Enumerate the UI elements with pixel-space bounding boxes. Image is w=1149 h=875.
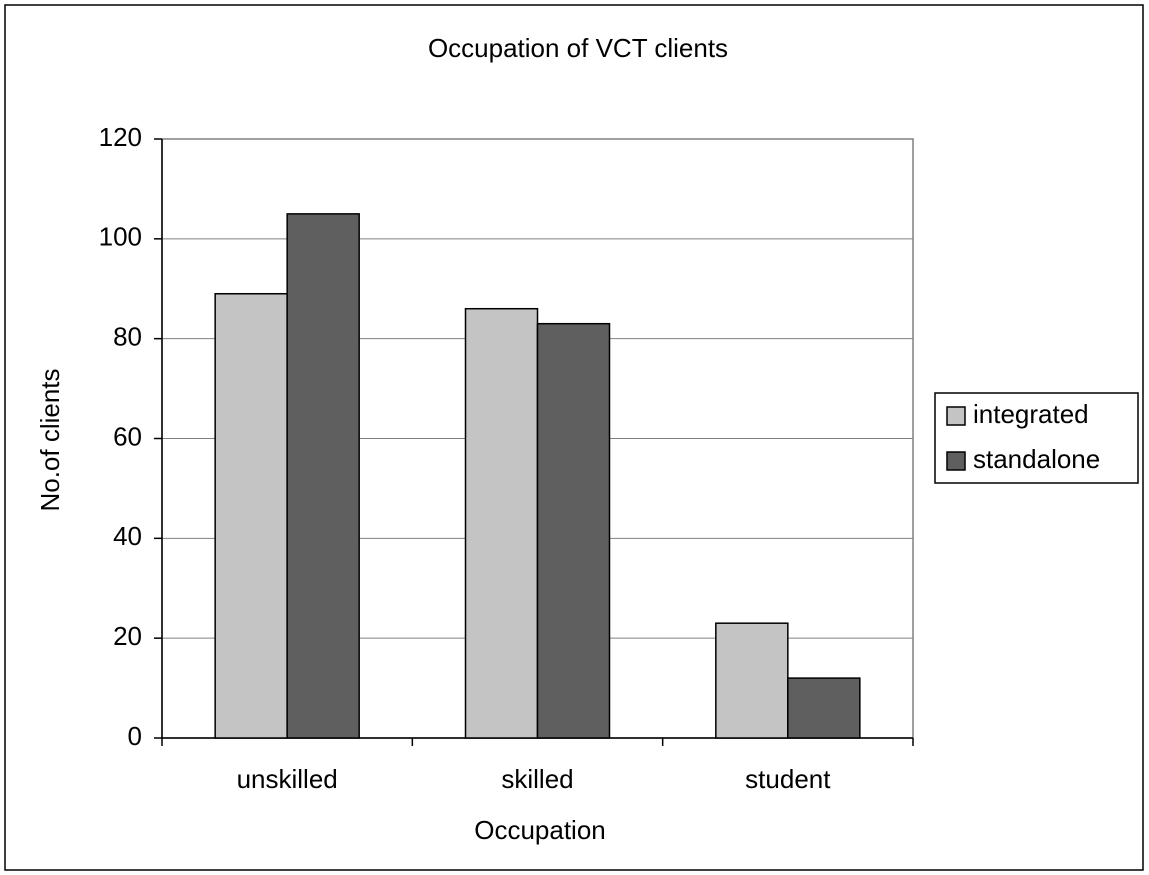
- x-axis-label: Occupation: [474, 815, 606, 845]
- bar: [787, 677, 861, 739]
- legend-label: standalone: [973, 444, 1100, 474]
- y-tick-label: 40: [113, 521, 142, 551]
- bar: [464, 307, 539, 739]
- bar: [214, 292, 288, 739]
- x-tick-label: student: [745, 764, 831, 794]
- legend-swatch: [946, 406, 966, 426]
- y-tick-label: 120: [99, 122, 142, 152]
- x-tick-label: unskilled: [237, 764, 338, 794]
- y-tick-label: 60: [113, 421, 142, 451]
- bar: [286, 213, 360, 739]
- y-tick-label: 0: [128, 721, 142, 751]
- y-axis-label: No.of clients: [35, 368, 65, 511]
- y-tick-label: 100: [99, 222, 142, 252]
- y-tick-label: 20: [113, 621, 142, 651]
- chart-title: Occupation of VCT clients: [428, 33, 728, 63]
- legend-box: [934, 392, 1139, 484]
- x-tick-label: skilled: [501, 764, 573, 794]
- legend-label: integrated: [973, 399, 1089, 429]
- bar: [715, 622, 789, 739]
- bar: [536, 322, 611, 739]
- legend-swatch: [946, 451, 966, 471]
- y-tick-label: 80: [113, 322, 142, 352]
